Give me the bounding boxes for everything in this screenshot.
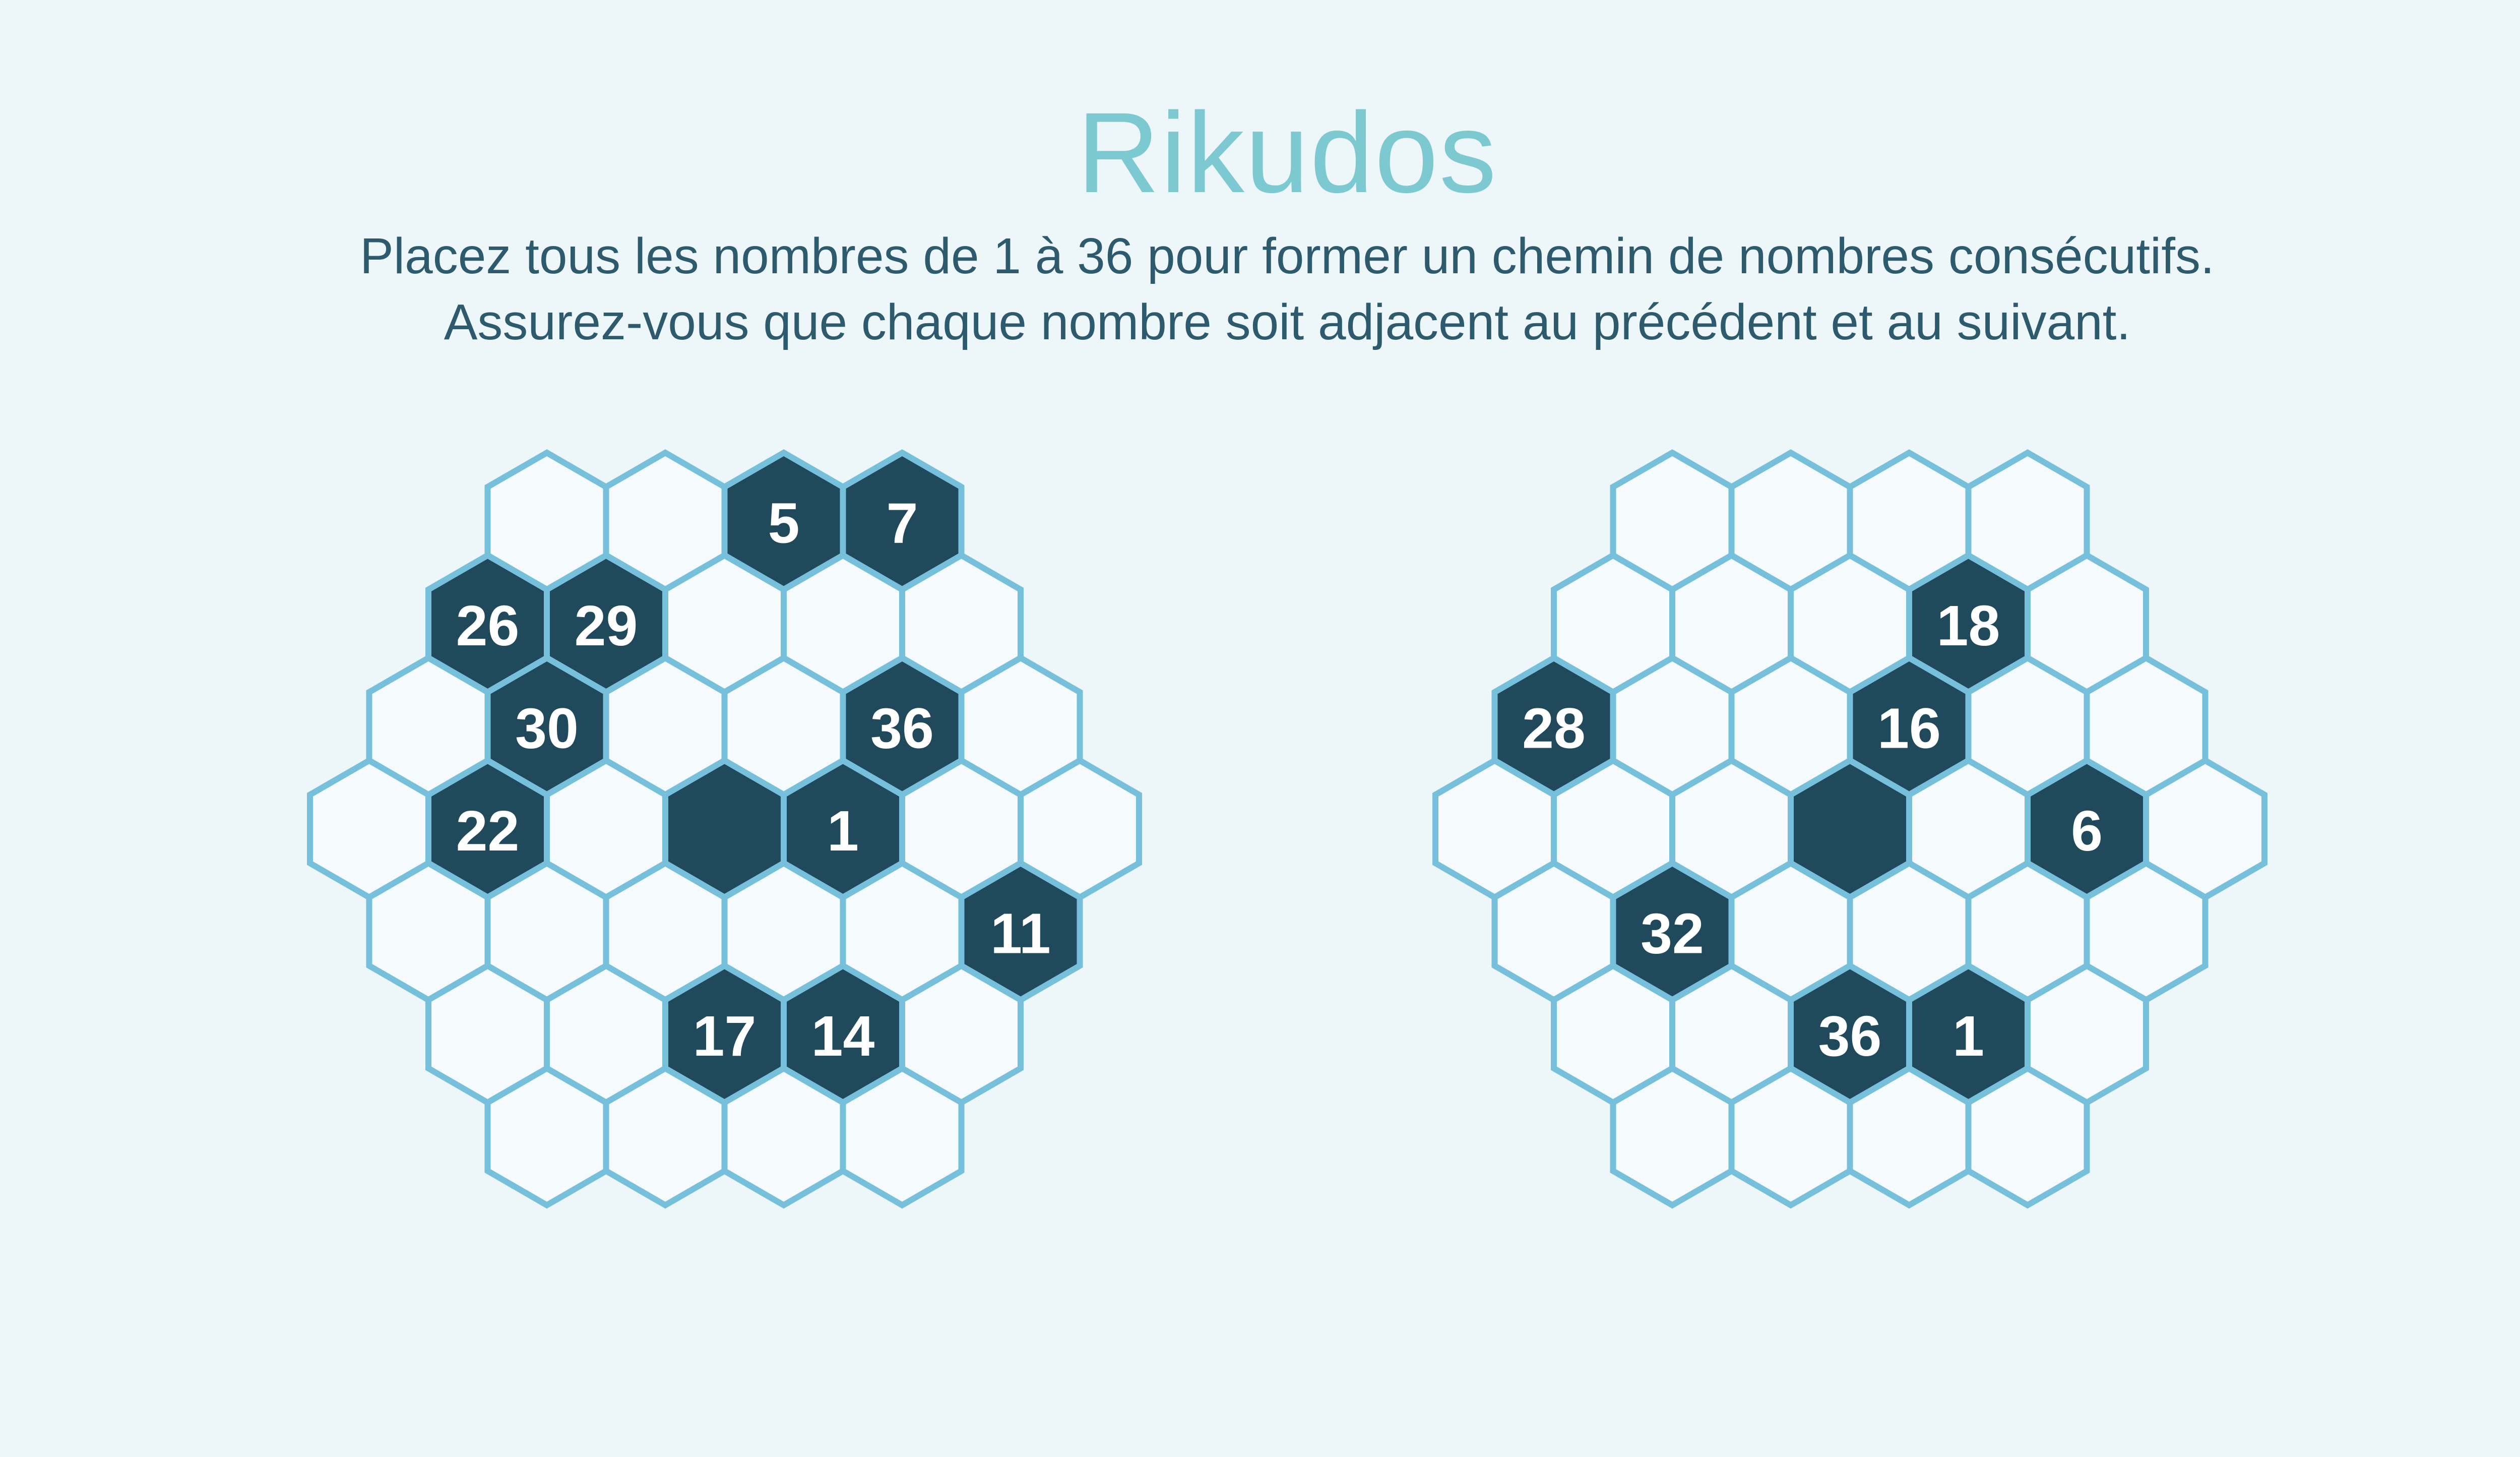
clue-number: 1	[1952, 1004, 1984, 1068]
clue-number: 1	[827, 799, 859, 863]
hex-cell-empty[interactable]	[1728, 1065, 1853, 1209]
puzzle-boards-container: 5 7 26 29 30 36 22 1 11 17 14 18 28 16 6 32 36 1	[0, 449, 2520, 1209]
clue-number: 18	[1937, 594, 2000, 657]
hex-cell-empty[interactable]	[484, 1065, 609, 1209]
clue-number: 32	[1641, 902, 1704, 965]
clue-number: 17	[693, 1004, 757, 1068]
right-puzzle-svg: 18 28 16 6 32 36 1	[1432, 449, 2267, 1209]
instructions-line-1: Placez tous les nombres de 1 à 36 pour f…	[360, 228, 2215, 284]
clue-number: 11	[990, 902, 1050, 965]
instructions-line-2: Assurez-vous que chaque nombre soit adja…	[444, 294, 2131, 350]
clue-number: 26	[456, 594, 520, 657]
page-title: Rikudos	[1077, 89, 1498, 217]
hex-cell-empty[interactable]	[721, 1065, 846, 1209]
clue-number: 22	[456, 799, 520, 863]
clue-number: 16	[1877, 697, 1941, 760]
clue-number: 5	[768, 492, 800, 555]
clue-number: 29	[575, 594, 638, 657]
hex-cell-empty[interactable]	[1847, 1065, 1972, 1209]
page-background: { "title": { "text": "Rikudos" }, "instr…	[0, 96, 2520, 1457]
clue-number: 30	[515, 697, 579, 760]
clue-number: 14	[811, 1004, 875, 1068]
puzzle-board-left: 5 7 26 29 30 36 22 1 11 17 14	[306, 449, 1143, 1209]
clue-number: 28	[1522, 697, 1586, 760]
puzzle-board-right: 18 28 16 6 32 36 1	[1431, 449, 2269, 1209]
clue-number: 36	[1818, 1004, 1882, 1068]
clue-number: 36	[870, 697, 934, 760]
instructions: Placez tous les nombres de 1 à 36 pour f…	[0, 223, 2520, 355]
hex-cell-empty[interactable]	[603, 1065, 728, 1209]
clue-number: 7	[887, 492, 918, 555]
hex-cell-empty[interactable]	[840, 1065, 965, 1209]
clue-number: 6	[2071, 799, 2103, 863]
hex-cell-empty[interactable]	[1610, 1065, 1735, 1209]
hex-cell-empty[interactable]	[1965, 1065, 2090, 1209]
